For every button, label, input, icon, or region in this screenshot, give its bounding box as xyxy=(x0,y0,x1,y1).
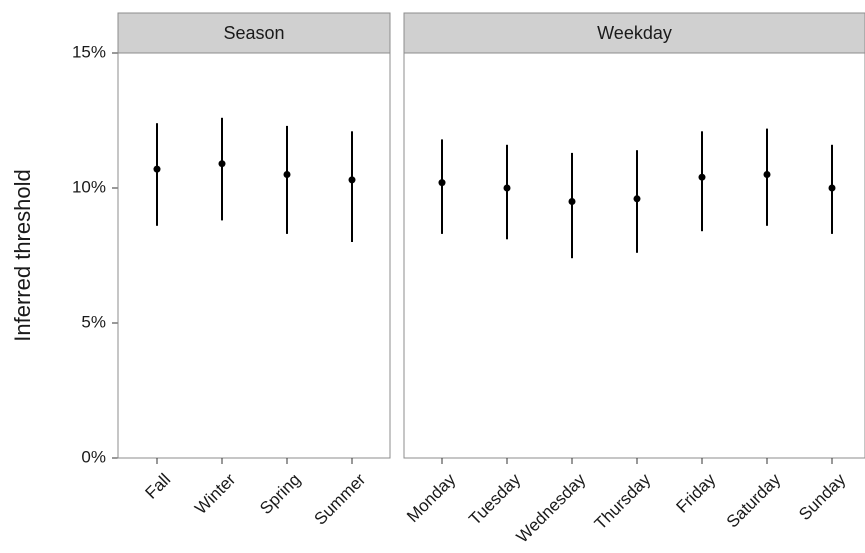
x-tick-label: Monday xyxy=(403,470,460,527)
point-sunday xyxy=(828,184,836,192)
facet-title-weekday: Weekday xyxy=(597,23,672,43)
facet-panel-weekday xyxy=(403,52,865,459)
y-axis-label: Inferred threshold xyxy=(10,169,35,341)
x-tick-label: Fall xyxy=(141,470,174,503)
facet-title-season: Season xyxy=(223,23,284,43)
x-tick-label: Spring xyxy=(256,470,304,518)
x-tick-label: Friday xyxy=(672,470,719,517)
point-saturday xyxy=(763,171,771,178)
x-tick-label: Thursday xyxy=(591,470,655,534)
point-spring xyxy=(283,171,291,178)
x-tick-label: Tuesday xyxy=(465,470,524,529)
point-tuesday xyxy=(503,184,511,192)
point-wednesday xyxy=(568,198,576,205)
point-fall xyxy=(153,165,161,173)
x-tick-label: Summer xyxy=(310,470,369,529)
y-tick-label: 15% xyxy=(72,42,106,61)
point-monday xyxy=(438,179,446,187)
x-tick-label: Saturday xyxy=(723,470,785,532)
point-thursday xyxy=(633,195,641,203)
x-tick-label: Wednesday xyxy=(513,470,590,547)
facet-panel-season xyxy=(117,52,391,459)
facet-strip-season xyxy=(117,12,391,54)
point-friday xyxy=(698,173,706,181)
point-summer xyxy=(348,176,356,184)
y-tick-label: 10% xyxy=(72,177,106,196)
y-tick-label: 0% xyxy=(81,447,106,466)
y-tick-label: 5% xyxy=(81,312,106,331)
x-tick-label: Winter xyxy=(191,470,239,518)
x-tick-label: Sunday xyxy=(795,470,850,525)
point-winter xyxy=(218,160,226,168)
